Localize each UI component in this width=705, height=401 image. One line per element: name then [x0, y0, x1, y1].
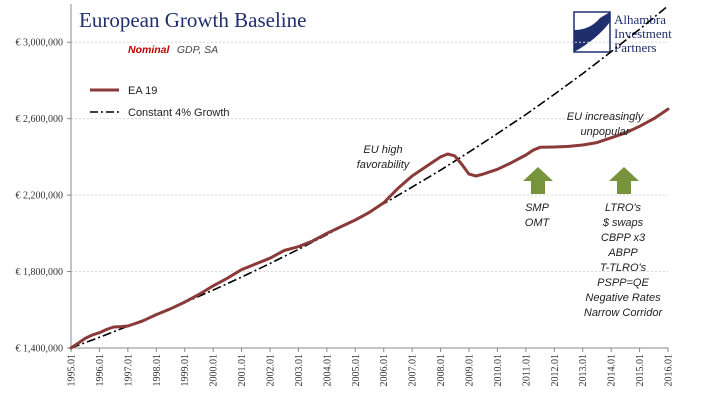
logo-line-2: Investment — [614, 26, 672, 41]
y-tick-label-0: € 1,400,000 — [16, 344, 64, 355]
x-tick-label-17: 2012.01 — [550, 354, 561, 387]
annot-unpopular-2: unpopular — [581, 126, 631, 138]
legend: EA 19 Constant 4% Growth — [90, 85, 230, 119]
annot-smp: SMP — [525, 202, 550, 214]
subtitle-emphasis: Nominal — [128, 44, 171, 56]
annot-ltro-2: $ swaps — [602, 217, 644, 229]
y-tick-label-3: € 2,600,000 — [16, 114, 64, 125]
x-tick-label-2: 1997.01 — [123, 354, 134, 387]
x-tick-label-10: 2005.01 — [351, 354, 362, 387]
logo-line-1: Alhambra — [614, 12, 666, 27]
annot-unpopular-1: EU increasingly — [567, 111, 645, 123]
x-tick-label-6: 2001.01 — [237, 354, 248, 387]
series-line-ea19 — [69, 107, 670, 350]
alhambra-logo: Alhambra Investment Partners — [573, 11, 672, 55]
annot-ltro-7: Negative Rates — [585, 292, 661, 304]
x-tick-label-21: 2016.01 — [664, 354, 675, 387]
x-tick-label-9: 2004.01 — [322, 354, 333, 387]
x-tick-label-16: 2011.01 — [521, 354, 532, 386]
series-lines — [69, 5, 670, 350]
x-tick-label-1: 1996.01 — [95, 354, 106, 387]
annot-favorability-1: EU high — [363, 144, 402, 156]
annot-ltro-3: CBPP x3 — [601, 232, 646, 244]
annot-ltro-6: PSPP=QE — [597, 277, 649, 289]
x-tick-label-8: 2003.01 — [294, 354, 305, 387]
x-tick-label-12: 2007.01 — [408, 354, 419, 387]
legend-label-constant: Constant 4% Growth — [128, 107, 230, 119]
x-tick-label-11: 2006.01 — [379, 354, 390, 387]
y-tick-label-4: € 3,000,000 — [16, 38, 64, 49]
logo-line-3: Partners — [614, 40, 657, 55]
annot-omt: OMT — [525, 217, 551, 229]
x-tick-label-7: 2002.01 — [266, 354, 277, 387]
y-tick-label-2: € 2,200,000 — [16, 191, 64, 202]
x-tick-label-3: 1998.01 — [152, 354, 163, 387]
annot-ltro-8: Narrow Corridor — [584, 307, 664, 319]
y-axis-ticks: € 1,400,000 € 1,800,000 € 2,200,000 € 2,600… — [16, 38, 71, 355]
chart-title: European Growth Baseline — [79, 8, 306, 32]
annot-ltro-4: ABPP — [607, 247, 638, 259]
legend-label-ea19: EA 19 — [128, 85, 157, 97]
arrow-up-icon — [523, 167, 553, 194]
subtitle-rest: GDP, SA — [177, 44, 218, 56]
y-tick-label-1: € 1,800,000 — [16, 267, 64, 278]
x-axis-ticks: 1995.01 1996.01 1997.01 1998.01 1999.01 2000.… — [67, 348, 675, 387]
x-tick-label-5: 2000.01 — [209, 354, 220, 387]
gridlines — [71, 41, 668, 273]
x-tick-label-14: 2009.01 — [465, 354, 476, 387]
x-tick-label-0: 1995.01 — [67, 354, 78, 387]
arrow-up-icon-2 — [609, 167, 639, 194]
x-tick-label-19: 2014.01 — [607, 354, 618, 387]
annotations: EU high favorability EU increasingly unp… — [357, 111, 664, 319]
annot-favorability-2: favorability — [357, 159, 411, 171]
series-line-constant-growth — [71, 5, 668, 348]
annot-ltro-5: T-TLRO's — [600, 262, 647, 274]
annot-ltro-1: LTRO's — [605, 202, 642, 214]
x-tick-label-20: 2015.01 — [635, 354, 646, 387]
x-tick-label-4: 1999.01 — [180, 354, 191, 387]
axes — [70, 4, 668, 349]
chart-subtitle: Nominal GDP, SA — [128, 40, 218, 57]
x-tick-label-13: 2008.01 — [436, 354, 447, 387]
x-tick-label-18: 2013.01 — [578, 354, 589, 387]
x-tick-label-15: 2010.01 — [493, 354, 504, 387]
